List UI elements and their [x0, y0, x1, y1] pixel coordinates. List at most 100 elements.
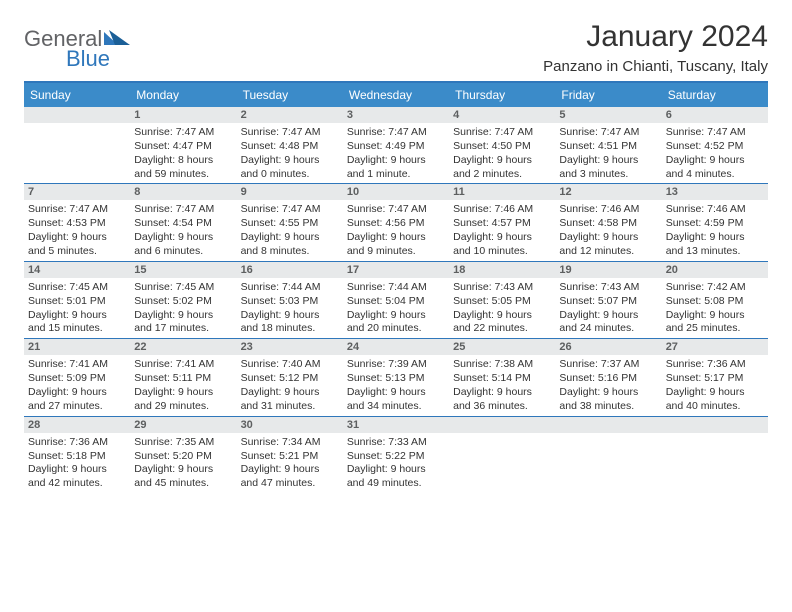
- day-cell: Sunrise: 7:33 AMSunset: 5:22 PMDaylight:…: [343, 433, 449, 493]
- sunset-text: Sunset: 5:12 PM: [241, 372, 339, 386]
- sunrise-text: Sunrise: 7:47 AM: [559, 126, 657, 140]
- sunset-text: Sunset: 5:07 PM: [559, 295, 657, 309]
- daylight-text: Daylight: 9 hours and 3 minutes.: [559, 154, 657, 182]
- day-number: 14: [24, 262, 130, 278]
- daylight-text: Daylight: 9 hours and 20 minutes.: [347, 309, 445, 337]
- day-cell: Sunrise: 7:36 AMSunset: 5:18 PMDaylight:…: [24, 433, 130, 493]
- day-number: 7: [24, 184, 130, 200]
- daylight-text: Daylight: 9 hours and 12 minutes.: [559, 231, 657, 259]
- sunrise-text: Sunrise: 7:41 AM: [28, 358, 126, 372]
- daylight-text: Daylight: 9 hours and 22 minutes.: [453, 309, 551, 337]
- daylight-text: Daylight: 9 hours and 29 minutes.: [134, 386, 232, 414]
- week: 78910111213Sunrise: 7:47 AMSunset: 4:53 …: [24, 183, 768, 260]
- daylight-text: Daylight: 9 hours and 36 minutes.: [453, 386, 551, 414]
- sunrise-text: Sunrise: 7:40 AM: [241, 358, 339, 372]
- day-number: 17: [343, 262, 449, 278]
- day-number: [449, 417, 555, 433]
- sunrise-text: Sunrise: 7:37 AM: [559, 358, 657, 372]
- day-number: 2: [237, 107, 343, 123]
- brand-part2: Blue: [66, 46, 130, 72]
- day-number: 4: [449, 107, 555, 123]
- sunset-text: Sunset: 4:57 PM: [453, 217, 551, 231]
- daylight-text: Daylight: 9 hours and 42 minutes.: [28, 463, 126, 491]
- day-number: [24, 107, 130, 123]
- sunrise-text: Sunrise: 7:47 AM: [241, 126, 339, 140]
- day-number: 26: [555, 339, 661, 355]
- sunrise-text: Sunrise: 7:47 AM: [666, 126, 764, 140]
- sunrise-text: Sunrise: 7:35 AM: [134, 436, 232, 450]
- sunrise-text: Sunrise: 7:44 AM: [347, 281, 445, 295]
- day-number: 27: [662, 339, 768, 355]
- day-number: 8: [130, 184, 236, 200]
- col-head-wed: Wednesday: [343, 83, 449, 107]
- day-number: 6: [662, 107, 768, 123]
- day-number: 29: [130, 417, 236, 433]
- sunset-text: Sunset: 5:03 PM: [241, 295, 339, 309]
- week: 14151617181920Sunrise: 7:45 AMSunset: 5:…: [24, 261, 768, 338]
- day-number: 1: [130, 107, 236, 123]
- day-cell: Sunrise: 7:47 AMSunset: 4:56 PMDaylight:…: [343, 200, 449, 260]
- day-cell: Sunrise: 7:47 AMSunset: 4:51 PMDaylight:…: [555, 123, 661, 183]
- day-cell: Sunrise: 7:39 AMSunset: 5:13 PMDaylight:…: [343, 355, 449, 415]
- col-head-mon: Monday: [130, 83, 236, 107]
- sunset-text: Sunset: 4:51 PM: [559, 140, 657, 154]
- day-number: 9: [237, 184, 343, 200]
- daylight-text: Daylight: 9 hours and 5 minutes.: [28, 231, 126, 259]
- daylight-text: Daylight: 9 hours and 34 minutes.: [347, 386, 445, 414]
- day-cell: Sunrise: 7:43 AMSunset: 5:07 PMDaylight:…: [555, 278, 661, 338]
- day-cell: Sunrise: 7:44 AMSunset: 5:03 PMDaylight:…: [237, 278, 343, 338]
- day-cell: Sunrise: 7:46 AMSunset: 4:58 PMDaylight:…: [555, 200, 661, 260]
- day-cell: [449, 433, 555, 493]
- calendar-header-row: Sunday Monday Tuesday Wednesday Thursday…: [24, 83, 768, 107]
- week: 28293031Sunrise: 7:36 AMSunset: 5:18 PMD…: [24, 416, 768, 493]
- day-number: 5: [555, 107, 661, 123]
- day-number: 13: [662, 184, 768, 200]
- sunrise-text: Sunrise: 7:38 AM: [453, 358, 551, 372]
- day-cell: Sunrise: 7:36 AMSunset: 5:17 PMDaylight:…: [662, 355, 768, 415]
- sunset-text: Sunset: 4:50 PM: [453, 140, 551, 154]
- day-cell: Sunrise: 7:42 AMSunset: 5:08 PMDaylight:…: [662, 278, 768, 338]
- sunset-text: Sunset: 5:13 PM: [347, 372, 445, 386]
- daylight-text: Daylight: 9 hours and 2 minutes.: [453, 154, 551, 182]
- daylight-text: Daylight: 8 hours and 59 minutes.: [134, 154, 232, 182]
- sunrise-text: Sunrise: 7:43 AM: [559, 281, 657, 295]
- daylight-text: Daylight: 9 hours and 49 minutes.: [347, 463, 445, 491]
- daylight-text: Daylight: 9 hours and 8 minutes.: [241, 231, 339, 259]
- daylight-text: Daylight: 9 hours and 18 minutes.: [241, 309, 339, 337]
- day-number: 15: [130, 262, 236, 278]
- daylight-text: Daylight: 9 hours and 1 minute.: [347, 154, 445, 182]
- sunrise-text: Sunrise: 7:47 AM: [453, 126, 551, 140]
- sunrise-text: Sunrise: 7:47 AM: [134, 203, 232, 217]
- sunset-text: Sunset: 5:08 PM: [666, 295, 764, 309]
- col-head-tue: Tuesday: [237, 83, 343, 107]
- day-number: 19: [555, 262, 661, 278]
- day-cell: Sunrise: 7:46 AMSunset: 4:59 PMDaylight:…: [662, 200, 768, 260]
- sunset-text: Sunset: 5:05 PM: [453, 295, 551, 309]
- daylight-text: Daylight: 9 hours and 15 minutes.: [28, 309, 126, 337]
- day-cell: Sunrise: 7:41 AMSunset: 5:09 PMDaylight:…: [24, 355, 130, 415]
- sunset-text: Sunset: 5:16 PM: [559, 372, 657, 386]
- sunrise-text: Sunrise: 7:45 AM: [134, 281, 232, 295]
- col-head-fri: Friday: [555, 83, 661, 107]
- sunset-text: Sunset: 4:55 PM: [241, 217, 339, 231]
- day-cell: Sunrise: 7:47 AMSunset: 4:55 PMDaylight:…: [237, 200, 343, 260]
- sunrise-text: Sunrise: 7:42 AM: [666, 281, 764, 295]
- sunrise-text: Sunrise: 7:47 AM: [241, 203, 339, 217]
- sunrise-text: Sunrise: 7:43 AM: [453, 281, 551, 295]
- day-cell: [555, 433, 661, 493]
- daylight-text: Daylight: 9 hours and 27 minutes.: [28, 386, 126, 414]
- page-subtitle: Panzano in Chianti, Tuscany, Italy: [543, 58, 768, 75]
- sunrise-text: Sunrise: 7:36 AM: [28, 436, 126, 450]
- day-number: 12: [555, 184, 661, 200]
- page-title: January 2024: [543, 20, 768, 54]
- day-number: 30: [237, 417, 343, 433]
- day-cell: Sunrise: 7:45 AMSunset: 5:01 PMDaylight:…: [24, 278, 130, 338]
- brand-logo: GeneralBlue: [24, 20, 130, 72]
- sunset-text: Sunset: 4:47 PM: [134, 140, 232, 154]
- sunset-text: Sunset: 5:11 PM: [134, 372, 232, 386]
- sunrise-text: Sunrise: 7:44 AM: [241, 281, 339, 295]
- col-head-sun: Sunday: [24, 83, 130, 107]
- col-head-sat: Saturday: [662, 83, 768, 107]
- sunrise-text: Sunrise: 7:39 AM: [347, 358, 445, 372]
- day-cell: Sunrise: 7:47 AMSunset: 4:50 PMDaylight:…: [449, 123, 555, 183]
